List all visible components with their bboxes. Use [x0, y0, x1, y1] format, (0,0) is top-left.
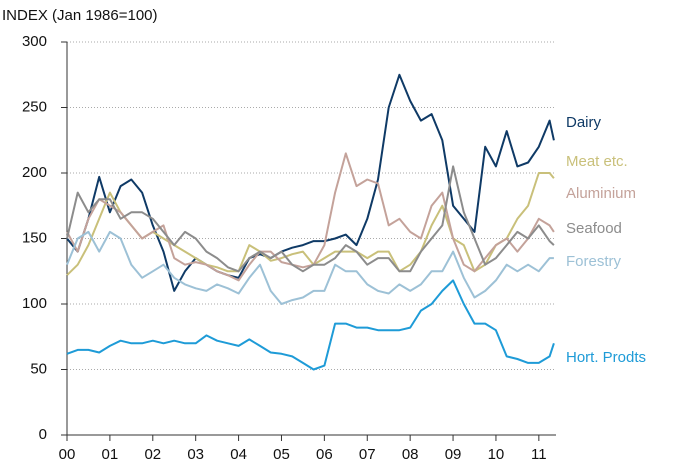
chart-title: INDEX (Jan 1986=100)	[2, 7, 158, 24]
series-line	[66, 230, 554, 305]
y-tick-label: 0	[39, 426, 47, 443]
x-tick-label: 00	[59, 446, 76, 463]
y-tick-label: 150	[22, 229, 47, 246]
x-tick-label: 08	[402, 446, 419, 463]
x-tick-label: 11	[531, 446, 547, 463]
series-label: Meat etc.	[566, 153, 628, 170]
series-line	[66, 73, 555, 292]
x-tick-label: 02	[144, 446, 161, 463]
series-line	[66, 279, 555, 371]
y-tick-label: 300	[22, 33, 47, 50]
x-tick-label: 09	[445, 446, 462, 463]
y-tick-label: 200	[22, 164, 47, 181]
series-line	[66, 165, 555, 273]
series-label: Hort. Prodts	[566, 349, 646, 366]
x-tick-label: 05	[273, 446, 290, 463]
y-tick-label: 50	[30, 360, 47, 377]
x-tick-label: 10	[488, 446, 505, 463]
x-tick-label: 04	[230, 446, 247, 463]
y-tick-label: 100	[22, 295, 47, 312]
series-label: Seafood	[566, 220, 622, 237]
x-tick-label: 06	[316, 446, 333, 463]
x-tick-label: 01	[102, 446, 119, 463]
x-tick-label: 03	[187, 446, 204, 463]
y-tick-label: 250	[22, 98, 47, 115]
x-tick-label: 07	[359, 446, 376, 463]
series-label: Aluminium	[566, 185, 636, 202]
series-label: Dairy	[566, 114, 602, 131]
series-label: Forestry	[566, 253, 622, 270]
